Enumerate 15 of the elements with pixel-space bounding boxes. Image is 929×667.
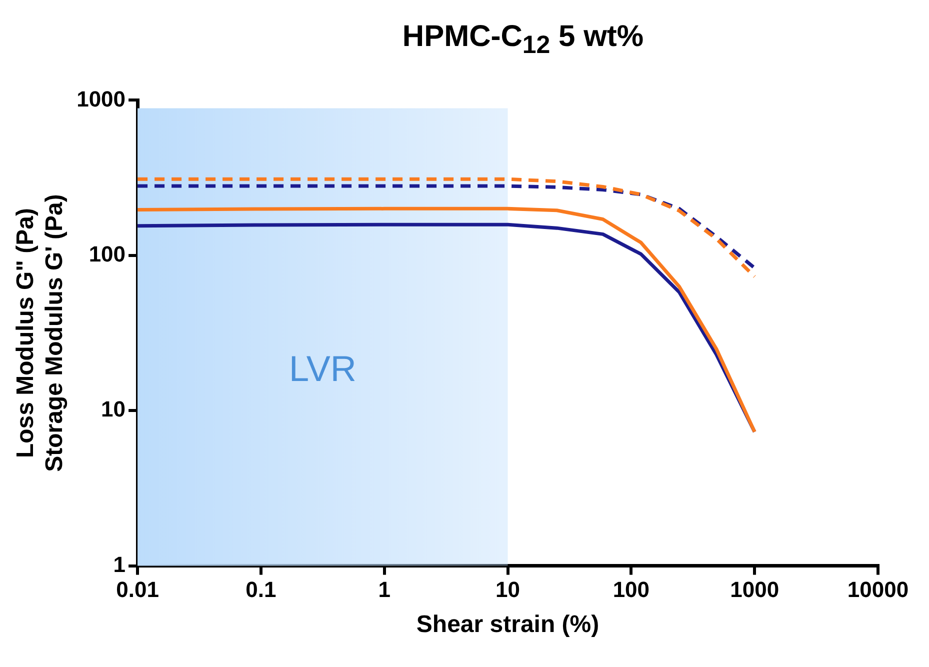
x-tick-label: 100 — [612, 577, 650, 602]
x-tick-label: 1000 — [730, 577, 780, 602]
x-tick-label: 10 — [496, 577, 520, 602]
chart-title: HPMC-C$_{12}$ 5 wt% — [401, 20, 645, 60]
y-tick-label: 10 — [101, 396, 126, 422]
x-tick-label: 0.01 — [116, 577, 159, 602]
y-tick-label: 100 — [88, 241, 126, 266]
y-axis-title: Loss Modulus G" (Pa) Storage Modulus G' (Pa) — [12, 194, 68, 472]
x-tick-label: 1 — [378, 577, 390, 602]
band-label: LVR — [288, 348, 356, 389]
x-tick-label: 10000 — [847, 577, 909, 602]
y-tick-label: 1000 — [76, 86, 126, 112]
x-tick-label: 0.1 — [246, 577, 276, 602]
y-tick-label: 1 — [113, 552, 126, 577]
x-axis-title: Shear strain (%) — [416, 611, 600, 638]
